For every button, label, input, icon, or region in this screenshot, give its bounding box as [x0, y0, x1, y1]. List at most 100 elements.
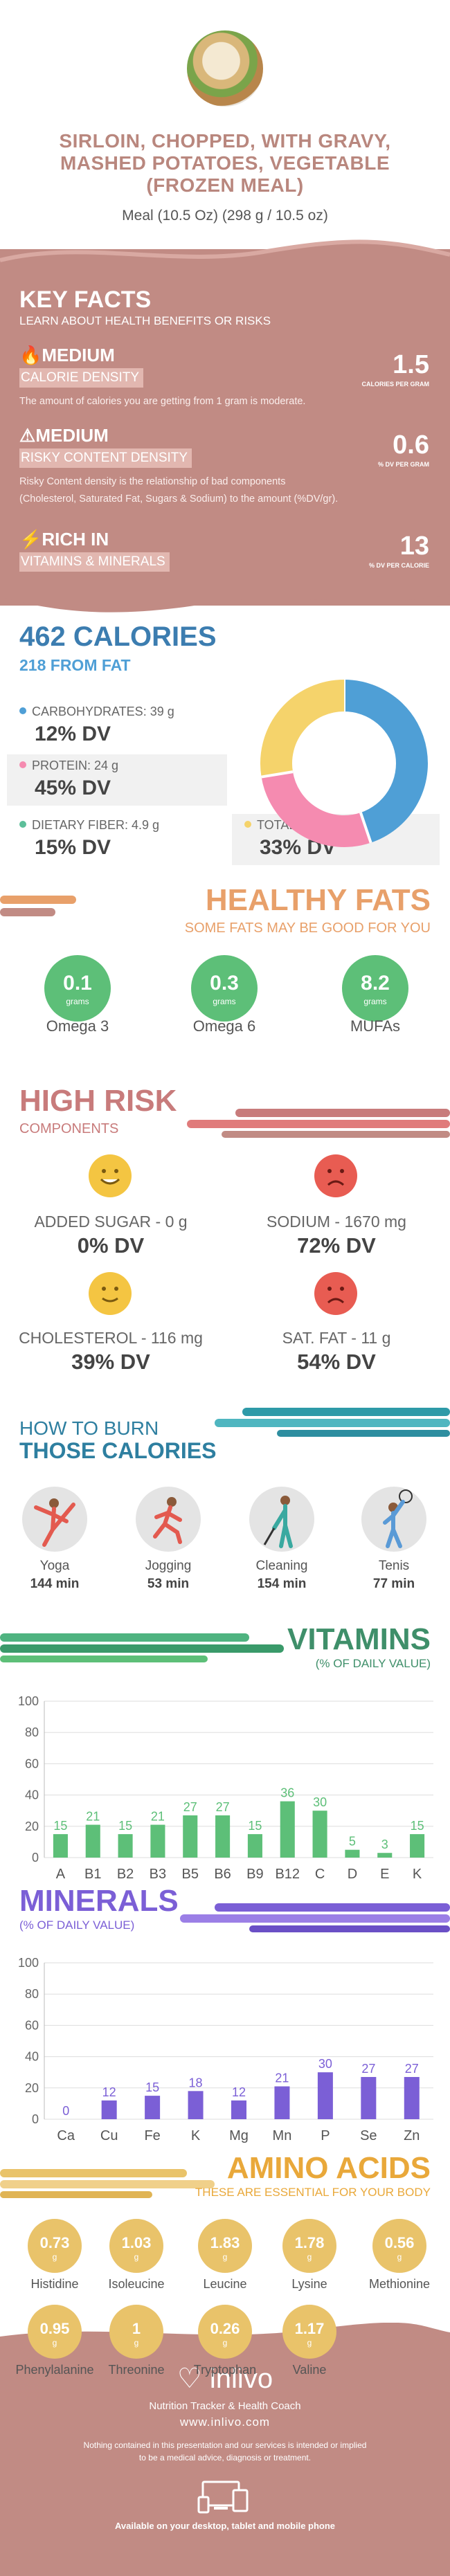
- protein-dv: 45% DV: [35, 777, 111, 799]
- omega6-badge: 0.3 grams: [191, 955, 258, 1022]
- amino-value: 0.26: [210, 2320, 240, 2337]
- amino-value: 1.78: [294, 2234, 325, 2251]
- fat-dot: [244, 821, 251, 828]
- amino-badge-isoleucine: 1.03 g: [109, 2219, 163, 2273]
- decor-stripes: [0, 1633, 284, 1662]
- macro-protein: PROTEIN: 24 g 45% DV: [7, 754, 227, 806]
- food-title-line: (FROZEN MEAL): [146, 174, 304, 196]
- added-sugar-dv: 0% DV: [77, 1233, 145, 1258]
- bar-value-label: 15: [411, 1819, 424, 1833]
- x-tick-label: B3: [150, 1867, 166, 1882]
- calories-from-fat: 218 FROM FAT: [19, 656, 131, 674]
- mufas-label: MUFAs: [350, 1017, 401, 1035]
- yoga-icon: [22, 1487, 87, 1552]
- amino-label: Tryptophan: [193, 2363, 257, 2377]
- bar-d: [345, 1849, 360, 1858]
- donut-separator: [359, 812, 372, 844]
- calorie-density-value: 1.5: [393, 350, 429, 379]
- bar-value-label: 15: [145, 2080, 159, 2094]
- omega6-label: Omega 6: [192, 1017, 256, 1035]
- footer-devices: Available on your desktop, tablet and mo…: [114, 2521, 336, 2531]
- bolt-icon: ⚡: [19, 529, 42, 550]
- bar-cu: [101, 2100, 117, 2119]
- rich-in-value: 13: [399, 532, 429, 561]
- x-tick-label: E: [380, 1867, 389, 1882]
- y-tick-label: 100: [18, 1694, 39, 1708]
- food-photo: [187, 30, 263, 107]
- amino-label: Phenylalanine: [15, 2363, 94, 2377]
- bar-b1: [85, 1824, 100, 1858]
- bar-value-label: 21: [275, 2071, 289, 2085]
- amino-label: Threonine: [108, 2363, 165, 2377]
- risky-density-value: 0.6: [393, 430, 429, 460]
- y-tick-label: 0: [32, 1851, 39, 1865]
- amino-unit: g: [52, 2252, 57, 2262]
- bar-k: [188, 2091, 204, 2119]
- decor-stripes: [180, 1903, 450, 1932]
- y-tick-label: 40: [25, 1788, 39, 1802]
- food-title-line: SIRLOIN, CHOPPED, WITH GRAVY,: [59, 130, 391, 152]
- x-tick-label: B1: [84, 1867, 101, 1882]
- y-tick-label: 60: [25, 2018, 39, 2032]
- footer-url[interactable]: www.inlivo.com: [179, 2415, 271, 2429]
- bar-zn: [404, 2076, 420, 2119]
- amino-unit: g: [307, 2252, 312, 2262]
- cleaning-minutes: 154 min: [257, 1577, 307, 1591]
- carbs-dv: 12% DV: [35, 723, 111, 745]
- x-tick-label: A: [56, 1867, 66, 1882]
- yoga-minutes: 144 min: [30, 1577, 80, 1591]
- bar-value-label: 21: [86, 1810, 100, 1824]
- amino-unit: g: [397, 2252, 402, 2262]
- minerals-subtitle: (% OF DAILY VALUE): [19, 1919, 135, 1932]
- amino-title: AMINO ACIDS: [226, 2151, 431, 2185]
- amino-label: Methionine: [368, 2277, 431, 2291]
- bar-value-label: 15: [248, 1819, 262, 1833]
- x-tick-label: Mn: [273, 2128, 292, 2143]
- wave-divider: [0, 587, 450, 613]
- amino-value: 0.95: [39, 2320, 70, 2337]
- carbs-dot: [19, 707, 26, 714]
- sat-fat-dv: 54% DV: [297, 1350, 376, 1374]
- added-sugar-label: ADDED SUGAR - 0 g: [34, 1213, 188, 1231]
- jogging-icon: [136, 1487, 201, 1552]
- amino-unit: g: [134, 2338, 139, 2348]
- bar-value-label: 30: [318, 2057, 332, 2071]
- x-tick-label: B6: [214, 1867, 231, 1882]
- y-tick-label: 20: [25, 1820, 39, 1833]
- sodium-dv: 72% DV: [297, 1233, 376, 1258]
- x-tick-label: K: [191, 2128, 201, 2143]
- amino-badge-leucine: 1.83 g: [198, 2219, 252, 2273]
- bar-b6: [215, 1815, 231, 1858]
- amino-label: Isoleucine: [108, 2277, 165, 2291]
- donut-separator: [261, 770, 294, 779]
- bar-value-label: 21: [151, 1810, 165, 1824]
- donut-slice-protein: [261, 771, 371, 847]
- amino-unit: g: [307, 2338, 312, 2348]
- decor-stripes: [0, 2169, 215, 2198]
- minerals-title: MINERALS: [19, 1884, 179, 1918]
- risky-density-unit: % DV PER GRAM: [377, 461, 429, 468]
- omega3-label: Omega 3: [46, 1017, 109, 1035]
- macro-donut-chart: [260, 680, 428, 847]
- donut-slice-total-fat: [260, 680, 345, 777]
- devices-icon: [197, 2480, 249, 2514]
- y-tick-label: 100: [18, 1956, 39, 1970]
- header: SIRLOIN, CHOPPED, WITH GRAVY, MASHED POT…: [0, 0, 450, 239]
- tennis-icon: [361, 1487, 426, 1552]
- vitamins-title: VITAMINS: [287, 1622, 431, 1656]
- bar-se: [361, 2076, 377, 2119]
- sat-fat-label: SAT. FAT - 11 g: [282, 1329, 391, 1347]
- macro-carbs: CARBOHYDRATES: 39 g 12% DV: [19, 700, 248, 752]
- cholesterol-label: CHOLESTEROL - 116 mg: [19, 1329, 203, 1347]
- bar-value-label: 5: [349, 1835, 356, 1849]
- amino-label: Leucine: [203, 2277, 247, 2291]
- vitamins-subtitle: (% OF DAILY VALUE): [315, 1657, 431, 1670]
- x-tick-label: P: [321, 2128, 330, 2143]
- bar-c: [312, 1811, 327, 1858]
- amino-badge-histidine: 0.73 g: [28, 2219, 82, 2273]
- amino-value: 0.73: [39, 2234, 70, 2251]
- amino-badge-valine: 1.17 g: [282, 2305, 336, 2359]
- amino-value: 1: [132, 2320, 141, 2337]
- bar-value-label: 15: [53, 1819, 67, 1833]
- tennis-minutes: 77 min: [372, 1577, 415, 1591]
